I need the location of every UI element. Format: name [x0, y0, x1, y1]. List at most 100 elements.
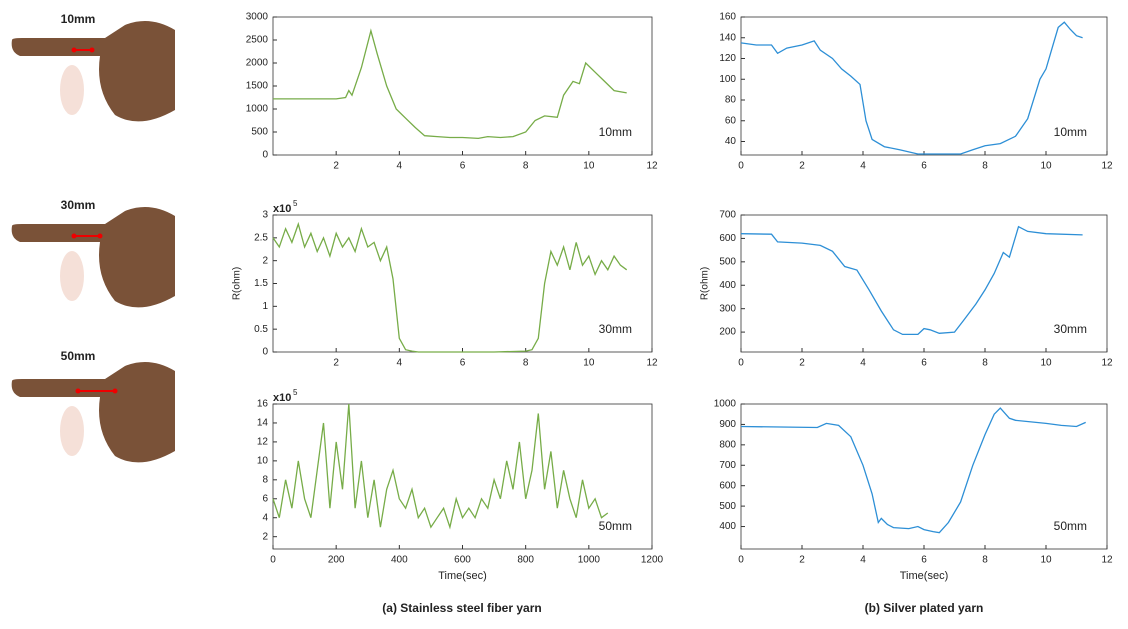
x-tick-label: 10: [583, 161, 595, 172]
x-tick-label: 0: [738, 161, 744, 172]
y-tick-label: 400: [719, 521, 736, 532]
y-tick-label: 800: [719, 439, 736, 450]
annotation: 50mm: [1054, 519, 1087, 533]
x-tick-label: 1000: [578, 555, 601, 566]
hand: [11, 362, 175, 463]
annotation: 50mm: [599, 519, 632, 533]
annotation: 10mm: [1054, 125, 1087, 139]
y-tick-label: 2000: [246, 58, 269, 69]
caption: (b) Silver plated yarn: [865, 601, 984, 615]
data-line: [273, 28, 627, 140]
y-tick-label: 60: [725, 115, 737, 126]
plot-frame: [272, 403, 653, 550]
y-exponent: 5: [293, 388, 298, 397]
y-tick-label: 600: [719, 233, 736, 244]
plot-frame: [272, 16, 653, 156]
y-tick-label: 400: [719, 280, 736, 291]
y-tick-label: 1000: [246, 104, 269, 115]
y-tick-label: 0: [262, 150, 268, 161]
caption: (a) Stainless steel fiber yarn: [382, 601, 541, 615]
finger-images: [11, 21, 175, 463]
x-tick-label: 8: [982, 555, 988, 566]
y-tick-label: 2.5: [254, 232, 268, 243]
x-tick-label: 10: [1040, 358, 1052, 369]
y-multiplier: x10: [273, 392, 291, 404]
x-tick-label: 10: [583, 358, 595, 369]
x-tick-label: 8: [523, 161, 529, 172]
y-tick-label: 200: [719, 327, 736, 338]
x-tick-label: 2: [333, 161, 339, 172]
x-tick-label: 0: [738, 358, 744, 369]
x-tick-label: 6: [921, 161, 927, 172]
data-line: [272, 403, 609, 530]
x-tick-label: 10: [1040, 555, 1052, 566]
y-tick-label: 0: [262, 347, 268, 358]
x-tick-label: 4: [860, 161, 866, 172]
y-tick-label: 4: [262, 512, 268, 523]
x-axis-label: Time(sec): [438, 570, 486, 582]
x-tick-label: 8: [982, 161, 988, 172]
x-tick-label: 6: [921, 358, 927, 369]
x-tick-label: 12: [1101, 358, 1113, 369]
y-tick-label: 8: [262, 474, 268, 485]
annotation: 30mm: [1054, 322, 1087, 336]
y-tick-label: 0.5: [254, 324, 268, 335]
y-tick-label: 140: [719, 32, 736, 43]
plot-frame: [272, 214, 653, 353]
hand: [11, 21, 175, 122]
x-tick-label: 8: [523, 358, 529, 369]
y-tick-label: 900: [719, 419, 736, 430]
y-tick-label: 120: [719, 53, 736, 64]
y-tick-label: 600: [719, 480, 736, 491]
finger-label: 50mm: [61, 349, 96, 363]
y-tick-label: 16: [257, 399, 269, 410]
x-tick-label: 10: [1040, 161, 1052, 172]
x-tick-label: 12: [1101, 555, 1113, 566]
x-tick-label: 600: [454, 555, 471, 566]
y-tick-label: 2500: [246, 35, 269, 46]
y-multiplier: x10: [273, 203, 291, 215]
x-tick-label: 2: [799, 555, 805, 566]
y-tick-label: 160: [719, 12, 736, 23]
y-tick-label: 12: [257, 437, 269, 448]
x-tick-label: 2: [799, 161, 805, 172]
y-axis-label: R(ohm): [232, 267, 243, 300]
y-tick-label: 700: [719, 210, 736, 221]
x-tick-label: 200: [328, 555, 345, 566]
x-tick-label: 4: [860, 555, 866, 566]
y-exponent: 5: [293, 199, 298, 208]
y-tick-label: 10: [257, 456, 269, 467]
y-tick-label: 3000: [246, 12, 269, 23]
y-tick-label: 1000: [714, 399, 737, 410]
y-tick-label: 6: [262, 493, 268, 504]
x-tick-label: 12: [646, 358, 658, 369]
x-tick-label: 1200: [641, 555, 664, 566]
x-tick-label: 2: [333, 358, 339, 369]
x-tick-label: 8: [982, 358, 988, 369]
y-tick-label: 1500: [246, 81, 269, 92]
annotation: 30mm: [599, 322, 632, 336]
y-tick-label: 40: [725, 136, 737, 147]
y-tick-label: 2: [262, 531, 268, 542]
hand: [11, 207, 175, 308]
y-tick-label: 1.5: [254, 278, 268, 289]
x-tick-label: 2: [799, 358, 805, 369]
annotation: 10mm: [599, 125, 632, 139]
plot-frame: [740, 214, 1108, 353]
x-tick-label: 400: [391, 555, 408, 566]
y-tick-label: 2: [262, 255, 268, 266]
x-tick-label: 12: [1101, 161, 1113, 172]
plot-frame: [740, 403, 1108, 550]
x-tick-label: 4: [397, 161, 403, 172]
data-line: [740, 407, 1086, 534]
y-tick-label: 700: [719, 460, 736, 471]
data-line: [740, 225, 1083, 336]
y-tick-label: 300: [719, 303, 736, 314]
x-axis-label: Time(sec): [900, 570, 948, 582]
x-tick-label: 6: [460, 358, 466, 369]
x-tick-label: 0: [270, 555, 276, 566]
y-tick-label: 80: [725, 95, 737, 106]
x-tick-label: 4: [860, 358, 866, 369]
y-tick-label: 100: [719, 74, 736, 85]
